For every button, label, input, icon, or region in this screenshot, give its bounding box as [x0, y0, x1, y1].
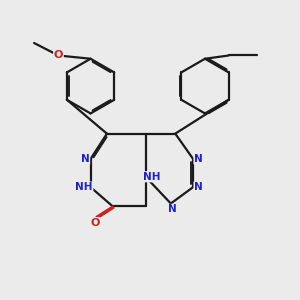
Text: O: O	[54, 50, 63, 61]
Text: NH: NH	[75, 182, 93, 192]
Text: N: N	[81, 154, 90, 164]
Text: NH: NH	[143, 172, 161, 182]
Text: N: N	[168, 204, 177, 214]
Text: O: O	[90, 218, 100, 228]
Text: N: N	[194, 182, 203, 192]
Text: N: N	[194, 154, 203, 164]
